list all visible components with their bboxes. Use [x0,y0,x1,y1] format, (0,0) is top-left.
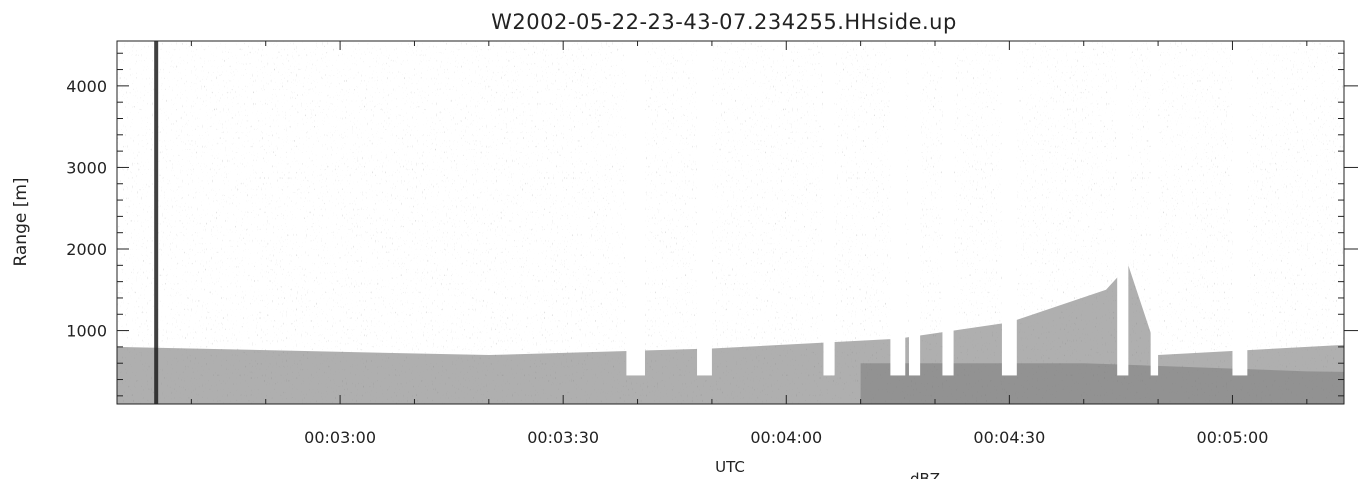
signal-gap [626,41,645,376]
y-tick-label: 2000 [66,240,107,259]
x-tick-label: 00:03:30 [527,428,599,447]
x-tick-label: 00:04:00 [750,428,822,447]
chart-title: W2002-05-22-23-43-07.234255.HHside.up [491,10,957,34]
signal-gap [823,41,835,376]
signal-gap [697,41,712,376]
y-axis-label: Range [m] [11,177,31,266]
signal-gap [1232,41,1248,376]
signal-gap [942,41,954,376]
plot-area [117,41,1362,404]
colorbar-label: dBZ [910,470,940,479]
echo-surface-layer [860,363,1344,404]
signal-gap [1117,41,1129,376]
signal-gap [1001,41,1017,376]
dark-streak [154,41,159,404]
x-tick-label: 00:04:30 [973,428,1045,447]
plot-frame [116,40,1345,405]
signal-gap [1351,41,1362,375]
echo-layer [117,265,1344,404]
signal-gap [908,41,921,376]
signal-gap [1150,41,1159,376]
echo-low-layer [117,265,1344,404]
x-tick-label: 00:03:00 [304,428,376,447]
signal-gap [890,41,906,376]
streak-layer [154,41,159,404]
signal-gap-layer [626,41,1362,376]
y-tick-label: 3000 [66,158,107,177]
y-tick-label: 1000 [66,322,107,341]
x-axis: 00:03:00 00:03:30 00:04:00 00:04:30 00:05:00 [190,41,1308,447]
x-axis-label: UTC [715,458,745,476]
y-axis: 1000 2000 3000 4000 [66,52,1358,397]
x-tick-label: 00:05:00 [1197,428,1269,447]
y-tick-label: 4000 [66,77,107,96]
